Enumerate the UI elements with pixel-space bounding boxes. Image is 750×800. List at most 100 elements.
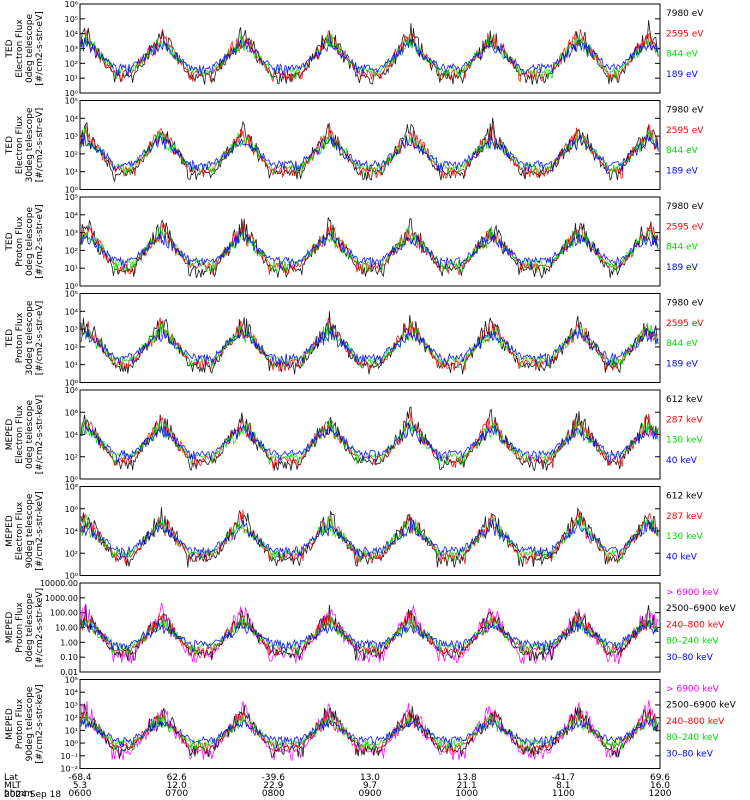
legend-entry: 612 keV	[666, 492, 703, 502]
x-tick-label: 22.9	[263, 781, 283, 791]
series-trace	[80, 326, 659, 366]
panel-ted-proton-0deg: 10⁵ 10⁴ 10³ 10² 10¹ 10⁰ TED Proton Flux 0deg tel…	[5, 193, 704, 291]
series-trace	[80, 422, 659, 464]
y-tick-label: 10⁻²	[60, 765, 78, 774]
legend-entry: 612 keV	[666, 395, 703, 405]
series-trace	[80, 700, 659, 761]
legend-entry: 130 keV	[666, 436, 703, 446]
series-trace	[80, 517, 659, 560]
series-trace	[80, 604, 659, 662]
y-tick-label: 10⁵	[65, 97, 78, 106]
x-tick-label: 12.0	[167, 781, 187, 791]
x-tick-label: 8.1	[556, 781, 570, 791]
y-axis-label: Electron Flux	[15, 501, 25, 560]
x-tick-label: -39.6	[262, 773, 286, 783]
x-axis-row-label: hhmm	[4, 789, 33, 799]
legend-entry: 2500–6900 keV	[666, 701, 737, 711]
series-trace	[80, 718, 659, 749]
y-tick-label: 10⁴	[65, 527, 78, 536]
y-tick-label: 0.10	[60, 653, 78, 662]
legend-entry: 189 eV	[666, 263, 699, 273]
y-tick-label: 10⁴	[65, 431, 78, 440]
x-tick-label: 13.8	[457, 773, 477, 783]
y-axis-label: MEPED	[5, 419, 15, 451]
panel-meped-electron-0deg: 10⁸ 10⁶ 10⁴ 10² 10⁰ MEPED Electron Flux 0deg te…	[5, 386, 703, 484]
legend-entry: 7980 eV	[666, 9, 704, 19]
y-tick-label: 10⁵	[65, 15, 78, 24]
y-axis-label: TED	[5, 232, 15, 251]
y-tick-label: 10¹	[65, 726, 78, 735]
panel-ted-electron-30deg: 10⁵ 10⁴ 10³ 10² 10¹ 10⁰ TED Electron Flux 30deg …	[5, 97, 704, 195]
panel-frame	[79, 293, 661, 383]
y-tick-label: 10⁴	[65, 307, 78, 316]
y-axis-label: Proton Flux	[15, 312, 25, 363]
y-tick-label: 10²	[65, 714, 78, 723]
series-trace	[80, 620, 659, 653]
y-tick-label: 10⁴	[65, 211, 78, 220]
legend-entry: > 6900 keV	[666, 685, 720, 695]
series-trace	[80, 28, 659, 83]
x-tick-label: 0900	[359, 789, 382, 799]
y-tick-label: 10.00	[55, 624, 78, 633]
x-tick-label: 0600	[69, 789, 92, 799]
y-axis-label: 30deg telescope	[25, 107, 35, 182]
legend-entry: 7980 eV	[666, 106, 704, 116]
series-trace	[80, 134, 659, 173]
y-tick-label: 10²	[65, 343, 78, 352]
legend-entry: 30–80 keV	[666, 653, 714, 663]
y-tick-label: 10⁵	[65, 290, 78, 299]
series-trace	[80, 226, 659, 273]
legend-entry: 287 keV	[666, 512, 703, 522]
panel-frame	[79, 679, 661, 769]
x-axis-row-label: MLT	[4, 781, 22, 791]
y-tick-label: 0.01	[60, 668, 78, 677]
y-tick-label: 10⁴	[65, 114, 78, 123]
panel-frame	[79, 100, 661, 190]
y-axis-label: MEPED	[5, 612, 15, 644]
y-axis-label: [#/cm2-s-str-keV]	[35, 588, 45, 667]
y-axis-label: Electron Flux	[15, 115, 25, 174]
x-tick-label: 9.7	[363, 781, 377, 791]
y-axis-label: [#/cm2-s-str-eV]	[35, 204, 45, 279]
y-tick-label: 10⁶	[65, 505, 78, 514]
x-tick-label: 5.3	[73, 781, 87, 791]
legend-entry: 189 eV	[666, 70, 699, 80]
panel-meped-electron-90deg: 10⁸ 10⁶ 10⁴ 10² 10⁰ MEPED Electron Flux 90deg t…	[5, 483, 703, 581]
x-tick-label: -68.4	[68, 773, 92, 783]
y-axis-label: 0deg telescope	[25, 593, 35, 663]
y-tick-label: 10²	[65, 150, 78, 159]
y-tick-label: 10⁰	[65, 739, 78, 748]
y-tick-label: 10⁵	[65, 193, 78, 202]
y-tick-label: 10⁻¹	[60, 752, 78, 761]
series-trace	[80, 321, 659, 369]
legend-entry: 7980 eV	[666, 299, 704, 309]
y-axis-label: TED	[5, 136, 15, 155]
legend-entry: 2595 eV	[666, 319, 704, 329]
series-trace	[80, 20, 659, 85]
x-axis-date: 2024 Sep 18	[4, 790, 61, 800]
legend-entry: 240–800 keV	[666, 717, 725, 727]
legend-entry: 80–240 keV	[666, 637, 719, 647]
x-tick-label: 1100	[552, 789, 575, 799]
y-axis-label: [#/cm2-s-str-keV]	[35, 684, 45, 763]
x-tick-label: 16.0	[650, 781, 670, 791]
panel-ted-electron-0deg: 10⁶ 10⁵ 10⁴ 10³ 10² 10¹ 10⁰ TED Electron Flux 0de…	[5, 0, 704, 98]
y-axis-label: TED	[5, 39, 15, 58]
y-tick-label: 10²	[65, 59, 78, 68]
y-tick-label: 10³	[65, 325, 78, 334]
y-tick-label: 10000.00	[40, 579, 78, 588]
y-axis-label: 90deg telescope	[25, 493, 35, 568]
legend-entry: 189 eV	[666, 166, 699, 176]
y-axis-label: 90deg telescope	[25, 686, 35, 761]
series-trace	[80, 230, 659, 269]
y-axis-label: MEPED	[5, 515, 15, 547]
y-tick-label: 10³	[65, 701, 78, 710]
legend-entry: 844 eV	[666, 50, 699, 60]
y-tick-label: 10³	[65, 132, 78, 141]
x-tick-label: 0800	[262, 789, 285, 799]
legend-entry: 844 eV	[666, 339, 699, 349]
legend-entry: 287 keV	[666, 415, 703, 425]
y-tick-label: 10⁰	[65, 186, 78, 195]
